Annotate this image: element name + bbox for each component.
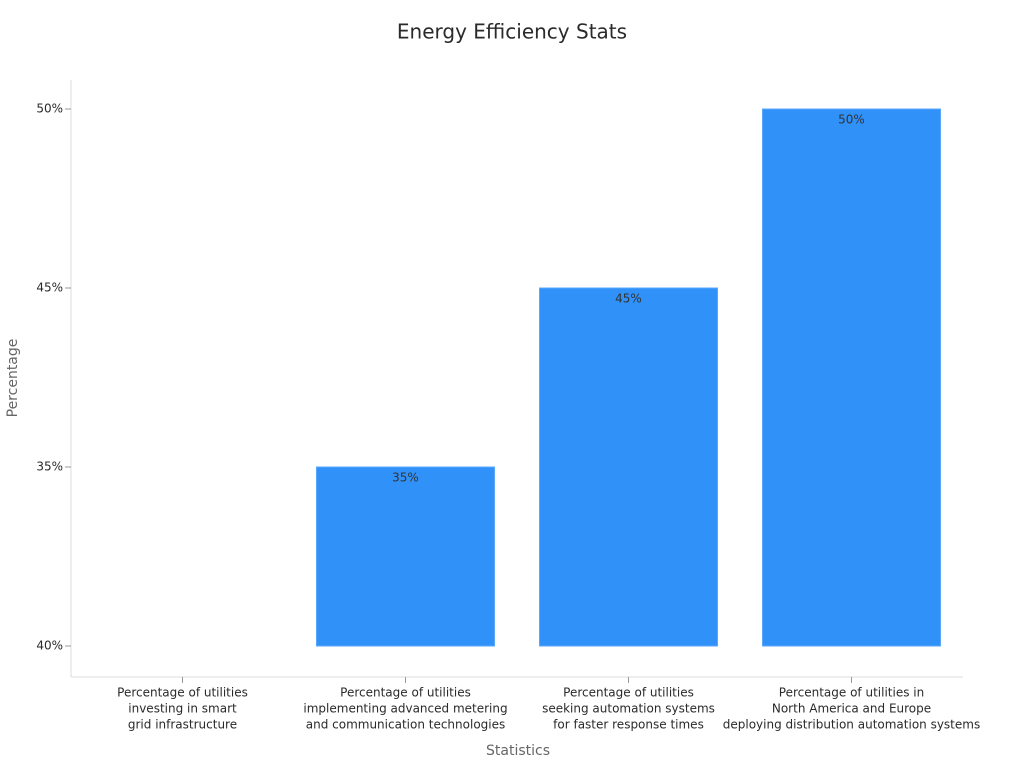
x-axis-title: Statistics: [486, 743, 550, 759]
x-tick-label: Percentage of utilities: [340, 686, 471, 700]
y-tick-label: 50%: [36, 102, 63, 116]
data-label: 45%: [615, 292, 642, 306]
x-tick-label: seeking automation systems: [542, 702, 715, 716]
bar: [539, 287, 718, 647]
bar: [316, 466, 495, 647]
y-tick-label: 45%: [36, 281, 63, 295]
chart-title: Energy Efficiency Stats: [397, 20, 627, 44]
x-tick-label: and communication technologies: [306, 718, 506, 732]
bar: [762, 108, 941, 647]
data-label: 50%: [838, 113, 865, 127]
x-tick-label: Percentage of utilities: [563, 686, 694, 700]
data-label: 35%: [392, 471, 419, 485]
x-tick-label: grid infrastructure: [128, 718, 237, 732]
y-tick-label: 35%: [36, 460, 63, 474]
x-tick-label: Percentage of utilities in: [779, 686, 924, 700]
x-tick-label: North America and Europe: [772, 702, 931, 716]
x-tick-label: investing in smart: [128, 702, 237, 716]
x-tick-label: deploying distribution automation system…: [723, 718, 980, 732]
x-tick-label: implementing advanced metering: [303, 702, 507, 716]
x-tick-label: Percentage of utilities: [117, 686, 248, 700]
x-tick-label: for faster response times: [553, 718, 704, 732]
y-tick-label: 40%: [36, 639, 63, 653]
y-axis-title: Percentage: [5, 339, 21, 418]
